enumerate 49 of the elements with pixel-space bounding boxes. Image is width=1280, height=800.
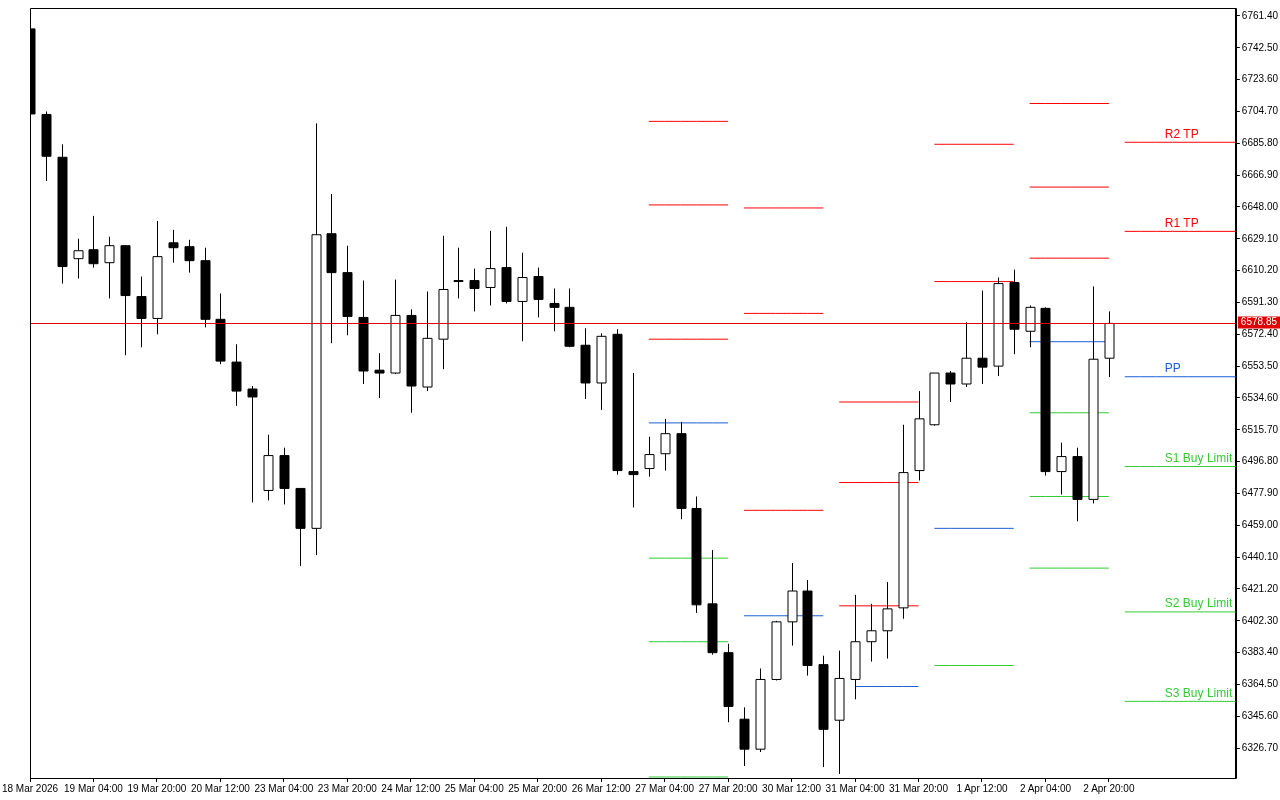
x-tick-label: 19 Mar 04:00: [64, 782, 124, 794]
ref-line-label: 6578.85: [1240, 316, 1278, 328]
y-tick-label: 6610.20: [1241, 264, 1279, 276]
x-tick-label: 2 Apr 20:00: [1083, 782, 1135, 794]
x-tick-label: 23 Mar 20:00: [317, 782, 378, 794]
x-tick-label: 27 Mar 20:00: [698, 782, 759, 794]
y-tick-label: 6742.50: [1241, 41, 1279, 53]
x-tick-label: 31 Mar 04:00: [825, 782, 885, 794]
y-tick-label: 6553.50: [1241, 359, 1279, 371]
y-tick-label: 6326.70: [1241, 741, 1279, 753]
x-tick-label: 23 Mar 04:00: [254, 782, 314, 794]
y-tick-label: 6629.10: [1241, 232, 1279, 244]
series-label: S2 Buy Limit: [1164, 596, 1233, 611]
x-tick-label: 24 Mar 12:00: [381, 782, 441, 794]
y-tick-label: 6477.90: [1241, 487, 1279, 499]
y-tick-label: 6383.40: [1241, 646, 1279, 658]
series-label: S3 Buy Limit: [1164, 685, 1233, 700]
y-tick-label: 6648.00: [1241, 200, 1279, 212]
x-tick-label: 1 Apr 12:00: [956, 782, 1008, 794]
y-tick-label: 6572.40: [1241, 328, 1279, 340]
y-tick-label: 6364.50: [1241, 678, 1279, 690]
y-tick-label: 6534.60: [1241, 391, 1279, 403]
y-tick-label: 6496.80: [1241, 455, 1279, 467]
x-tick-label: 2 Apr 04:00: [1019, 782, 1072, 794]
y-tick-label: 6421.20: [1241, 582, 1279, 594]
series-label: S1 Buy Limit: [1164, 450, 1233, 465]
series-label: R2 TP: [1164, 126, 1199, 141]
series-label: R1 TP: [1164, 215, 1199, 230]
x-tick-label: 31 Mar 20:00: [889, 782, 949, 794]
y-tick-label: 6402.30: [1241, 614, 1279, 626]
x-tick-label: 27 Mar 04:00: [635, 782, 695, 794]
y-tick-label: 6723.60: [1241, 73, 1279, 85]
y-tick-label: 6459.00: [1241, 519, 1279, 531]
y-tick-label: 6704.70: [1241, 105, 1279, 117]
x-tick-label: 20 Mar 12:00: [190, 782, 251, 794]
x-tick-label: 26 Mar 12:00: [571, 782, 632, 794]
x-tick-label: 18 Mar 2026: [1, 782, 59, 794]
x-tick-label: 25 Mar 04:00: [444, 782, 505, 794]
y-tick-label: 6515.70: [1241, 423, 1279, 435]
y-tick-label: 6440.10: [1241, 550, 1279, 562]
x-tick-label: 25 Mar 20:00: [508, 782, 568, 794]
y-tick-label: 6685.80: [1241, 137, 1279, 149]
y-tick-label: 6761.40: [1241, 9, 1279, 21]
series-label: PP: [1164, 361, 1181, 376]
x-tick-label: 30 Mar 12:00: [762, 782, 822, 794]
y-tick-label: 6345.60: [1241, 710, 1279, 722]
x-tick-label: 19 Mar 20:00: [127, 782, 187, 794]
y-tick-label: 6591.30: [1241, 296, 1279, 308]
y-tick-label: 6666.90: [1241, 168, 1279, 180]
